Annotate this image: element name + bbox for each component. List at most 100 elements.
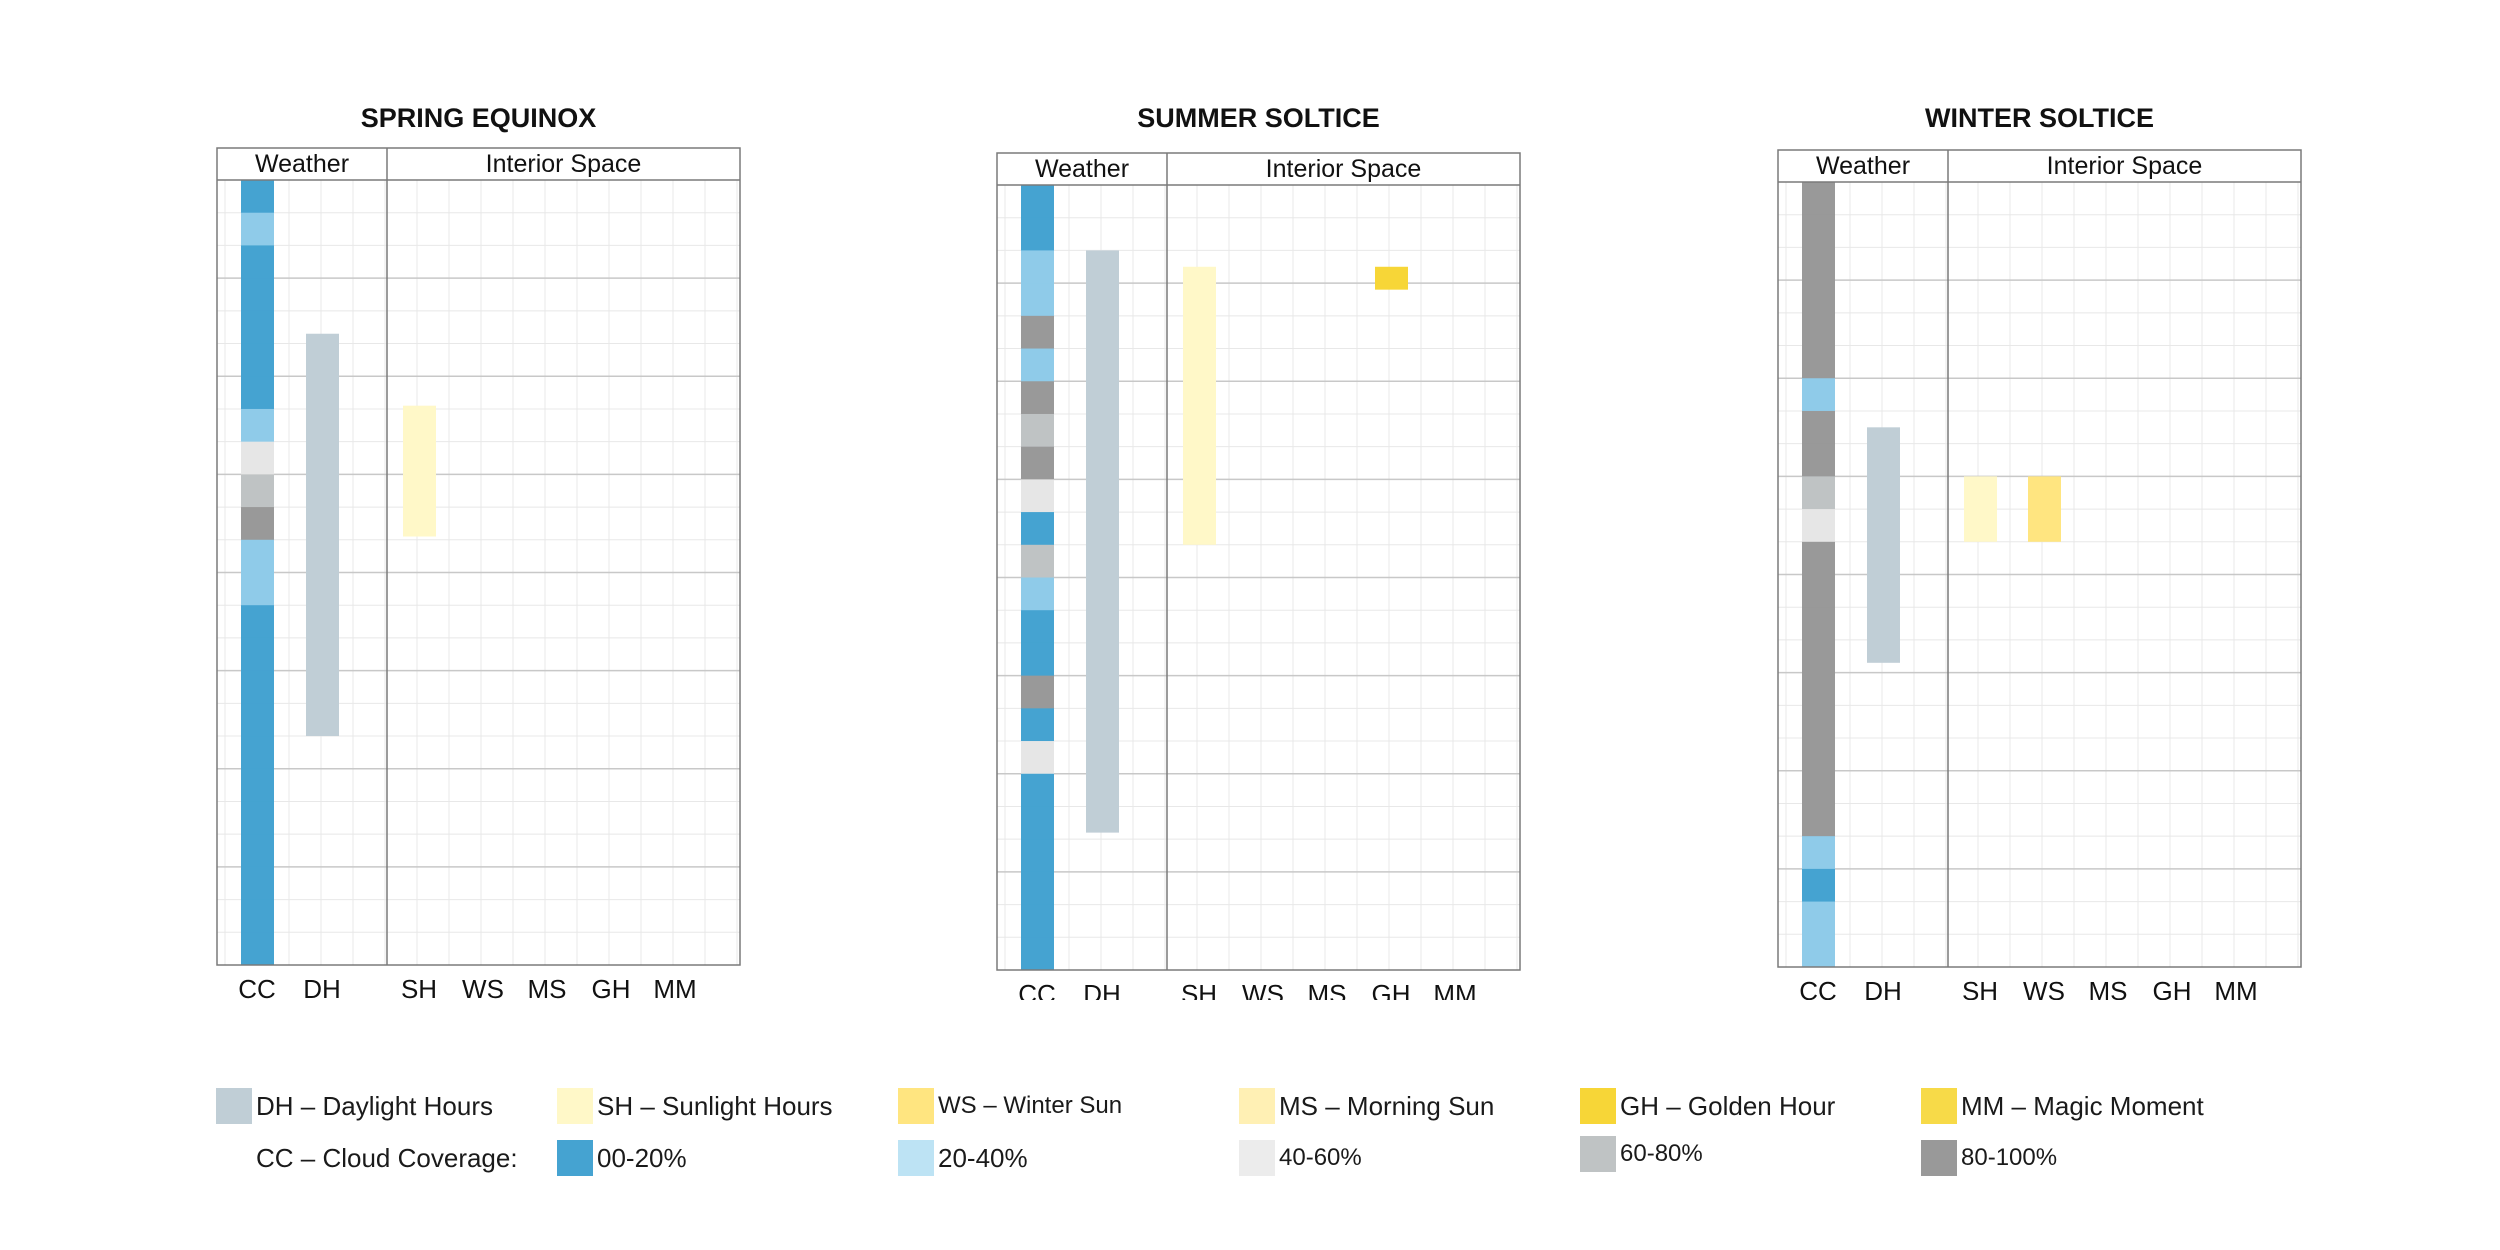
chart-title: SUMMER SOLTICE xyxy=(1137,103,1380,133)
column-label-ws: WS xyxy=(462,974,504,1000)
cloud-coverage-cell xyxy=(1021,839,1054,873)
chart-3: WINTER SOLTICE Weather Interior Space CC DH S… xyxy=(1777,103,2302,1000)
cloud-coverage-cell xyxy=(241,507,274,541)
cloud-coverage-cell xyxy=(241,736,274,770)
legend-swatch-daylight-hours xyxy=(216,1088,252,1124)
cloud-coverage-cell xyxy=(241,637,274,672)
chart-2: SUMMER SOLTICE Weather Interior Space CC DH S… xyxy=(996,103,1521,1000)
cloud-coverage-cell xyxy=(1802,345,1835,379)
cloud-coverage-cell xyxy=(1021,185,1054,219)
column-label-ms: MS xyxy=(528,974,567,1000)
cloud-coverage-cell xyxy=(1021,610,1054,644)
cloud-coverage-cell xyxy=(1802,738,1835,772)
cloud-coverage-cell xyxy=(1021,512,1054,546)
cloud-coverage-cell xyxy=(241,605,274,639)
cloud-coverage-cell xyxy=(1802,312,1835,347)
bar-sh xyxy=(1964,476,1997,542)
bar-dh xyxy=(1086,250,1119,833)
group-header-weather: Weather xyxy=(1816,152,1910,180)
column-label-ws: WS xyxy=(1242,979,1284,1000)
legend-cloud-coverage-label: CC – Cloud Coverage: xyxy=(256,1143,518,1173)
cloud-coverage-cell xyxy=(1802,607,1835,641)
cloud-coverage-cell xyxy=(241,245,274,279)
legend-swatch-cc-40-60 xyxy=(1239,1140,1275,1176)
column-label-sh: SH xyxy=(401,974,437,1000)
cloud-coverage-cell xyxy=(1021,381,1054,415)
cloud-coverage-cell xyxy=(1021,675,1054,709)
legend-label-golden-hour: GH – Golden Hour xyxy=(1620,1090,1836,1121)
legend-label-cc-80-100: 80-100% xyxy=(1961,1144,2058,1171)
cloud-coverage-cell xyxy=(1021,348,1054,382)
legend-swatch-magic-moment xyxy=(1921,1088,1957,1124)
legend-item-cc-40-60: 40-60% xyxy=(1239,1140,1362,1176)
cloud-coverage-cell xyxy=(1802,214,1835,248)
bar-dh xyxy=(306,333,339,737)
cloud-coverage-cell xyxy=(241,670,274,704)
legend-item-cc-80-100: 80-100% xyxy=(1921,1140,2057,1176)
column-label-cc: CC xyxy=(1018,979,1056,1000)
legend-swatch-cc-80-100 xyxy=(1921,1140,1957,1176)
legend-item-daylight-hours: DH – Daylight Hours xyxy=(216,1088,493,1124)
cloud-coverage-cell xyxy=(1802,182,1835,216)
group-header-weather: Weather xyxy=(1035,155,1129,183)
cloud-coverage-cell xyxy=(1021,217,1054,251)
cloud-coverage-cell xyxy=(1802,247,1835,281)
cloud-coverage-cell xyxy=(1802,672,1835,706)
column-label-gh: GH xyxy=(1372,979,1411,1000)
legend-swatch-morning-sun xyxy=(1239,1088,1275,1124)
cloud-coverage-cell xyxy=(241,866,274,901)
cloud-coverage-cell xyxy=(241,801,274,835)
legend-swatch-sunlight-hours xyxy=(557,1088,593,1124)
chart-title: WINTER SOLTICE xyxy=(1925,103,2154,133)
cloud-coverage-cell xyxy=(241,474,274,508)
column-label-dh: DH xyxy=(1083,979,1121,1000)
cloud-coverage-cell xyxy=(1802,639,1835,674)
group-header-interior-space: Interior Space xyxy=(486,150,642,178)
legend-swatch-golden-hour xyxy=(1580,1088,1616,1124)
legend-label-cc-60-80: 60-80% xyxy=(1620,1140,1703,1167)
group-header-interior-space: Interior Space xyxy=(1266,155,1422,183)
column-label-gh: GH xyxy=(2153,976,2192,1000)
cloud-coverage-cell xyxy=(1021,479,1054,513)
bar-sh xyxy=(403,405,436,537)
chart-frame xyxy=(1777,149,2302,968)
cloud-coverage-cell xyxy=(241,343,274,377)
cloud-coverage-cell xyxy=(1802,901,1835,935)
cloud-coverage-cell xyxy=(1021,577,1054,611)
legend-item-morning-sun: MS – Morning Sun xyxy=(1239,1088,1494,1124)
column-label-gh: GH xyxy=(592,974,631,1000)
cloud-coverage-cell xyxy=(1802,280,1835,314)
legend-item-cc-00-20: 00-20% xyxy=(557,1140,687,1176)
cloud-coverage-cell xyxy=(1802,541,1835,575)
cloud-coverage-cell xyxy=(241,441,274,475)
legend-label-daylight-hours: DH – Daylight Hours xyxy=(256,1090,493,1121)
column-label-ws: WS xyxy=(2023,976,2065,1000)
group-header-interior-space: Interior Space xyxy=(2047,152,2203,180)
legend-item-cc-60-80: 60-80% xyxy=(1580,1136,1703,1172)
cloud-coverage-cell xyxy=(241,310,274,345)
legend-swatch-winter-sun xyxy=(898,1088,934,1124)
legend-label-magic-moment: MM – Magic Moment xyxy=(1961,1090,2204,1121)
cloud-coverage-cell xyxy=(1802,443,1835,477)
cloud-coverage-cell xyxy=(241,703,274,737)
cloud-coverage-cell xyxy=(1021,904,1054,938)
legend-label-cc-40-60: 40-60% xyxy=(1279,1144,1362,1171)
cloud-coverage-cell xyxy=(241,180,274,214)
legend-label-sunlight-hours: SH – Sunlight Hours xyxy=(597,1090,833,1121)
cloud-coverage-cell xyxy=(1802,836,1835,870)
legend-swatch-cc-60-80 xyxy=(1580,1136,1616,1172)
cloud-coverage-cell xyxy=(1802,934,1835,968)
cloud-coverage-cell xyxy=(1021,741,1054,775)
cloud-coverage-cell xyxy=(1021,446,1054,480)
column-label-sh: SH xyxy=(1962,976,1998,1000)
cloud-coverage-cell xyxy=(1021,773,1054,807)
cloud-coverage-cell xyxy=(241,768,274,802)
cloud-coverage-cell xyxy=(1802,378,1835,412)
cloud-coverage-cell xyxy=(241,572,274,606)
bar-ws xyxy=(2028,476,2061,542)
chart-frame xyxy=(216,147,741,966)
column-label-ms: MS xyxy=(2089,976,2128,1000)
cloud-coverage-cell xyxy=(1021,544,1054,578)
cloud-coverage-cell xyxy=(1021,937,1054,971)
